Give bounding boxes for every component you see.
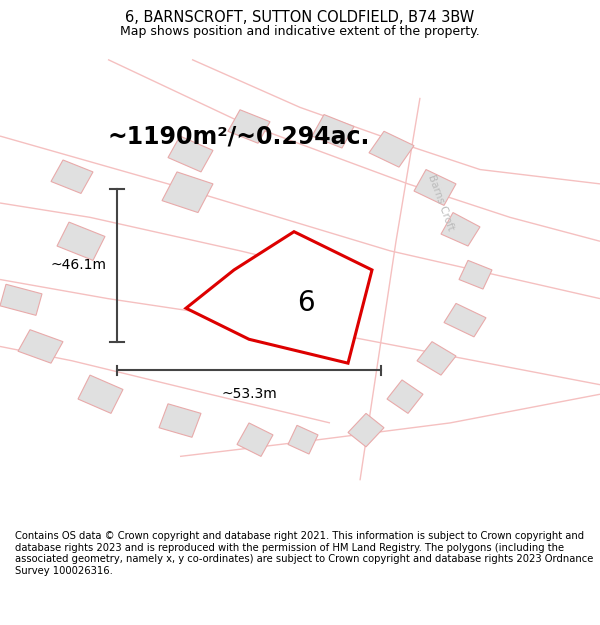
Polygon shape (258, 284, 294, 316)
Polygon shape (162, 172, 213, 212)
Polygon shape (459, 261, 492, 289)
Polygon shape (0, 284, 42, 316)
Polygon shape (312, 114, 354, 148)
Text: Map shows position and indicative extent of the property.: Map shows position and indicative extent… (120, 24, 480, 38)
Polygon shape (237, 423, 273, 456)
Polygon shape (348, 413, 384, 447)
Text: Barns Croft: Barns Croft (426, 174, 456, 232)
Polygon shape (159, 404, 201, 437)
Text: ~46.1m: ~46.1m (50, 258, 106, 272)
Polygon shape (444, 303, 486, 337)
Polygon shape (288, 426, 318, 454)
Polygon shape (168, 136, 213, 172)
Polygon shape (51, 160, 93, 194)
Polygon shape (57, 222, 105, 261)
Polygon shape (387, 380, 423, 413)
Polygon shape (441, 213, 480, 246)
Text: ~1190m²/~0.294ac.: ~1190m²/~0.294ac. (108, 124, 370, 148)
Text: ~53.3m: ~53.3m (221, 387, 277, 401)
Text: 6: 6 (297, 289, 315, 318)
Polygon shape (417, 342, 456, 375)
Polygon shape (186, 232, 372, 363)
Polygon shape (78, 375, 123, 413)
Polygon shape (18, 330, 63, 363)
Polygon shape (369, 131, 414, 167)
Polygon shape (228, 110, 270, 143)
Text: Contains OS data © Crown copyright and database right 2021. This information is : Contains OS data © Crown copyright and d… (15, 531, 593, 576)
Polygon shape (414, 169, 456, 206)
Text: 6, BARNSCROFT, SUTTON COLDFIELD, B74 3BW: 6, BARNSCROFT, SUTTON COLDFIELD, B74 3BW (125, 10, 475, 25)
